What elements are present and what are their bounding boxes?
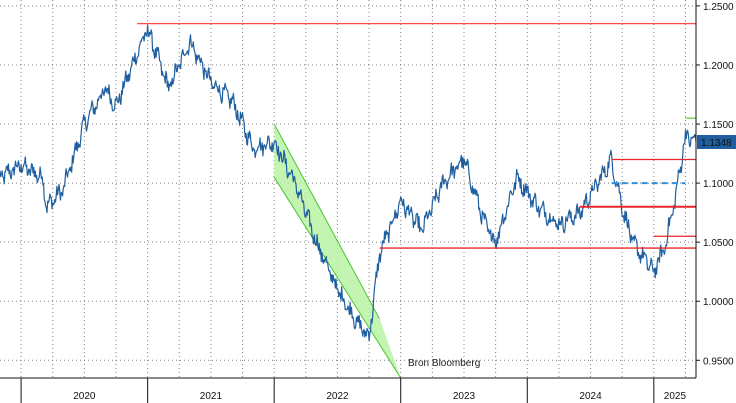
y-tick-label: 1.0000 xyxy=(703,297,734,308)
x-tick-label: 2020 xyxy=(73,391,96,402)
series-layer xyxy=(0,24,697,342)
y-tick-label: 0.9500 xyxy=(703,356,734,367)
x-tick-label: 2024 xyxy=(579,391,602,402)
y-tick-label: 1.1000 xyxy=(703,179,734,190)
y-tick-label: 1.0500 xyxy=(703,238,734,249)
x-tick-label: 2021 xyxy=(200,391,223,402)
y-tick-label: 1.1500 xyxy=(703,120,734,131)
x-tick-label: 2023 xyxy=(453,391,476,402)
trend-channel-upper-edge xyxy=(273,123,381,320)
grid-layer xyxy=(0,0,696,378)
y-tick-label: 1.2500 xyxy=(703,2,734,13)
annotation-layer xyxy=(137,22,696,249)
source-label: Bron Bloomberg xyxy=(408,358,480,369)
trend-channel-fill xyxy=(274,124,401,378)
last-value-badge xyxy=(697,134,736,149)
x-tick-label: 2022 xyxy=(326,391,349,402)
trend-channel-lower-edge xyxy=(273,176,402,379)
last-value-text: 1.1348 xyxy=(701,138,732,149)
channel-layer xyxy=(273,123,402,379)
price-series-line xyxy=(0,24,697,342)
x-tick-label: 2025 xyxy=(664,391,687,402)
y-tick-label: 1.2000 xyxy=(703,61,734,72)
